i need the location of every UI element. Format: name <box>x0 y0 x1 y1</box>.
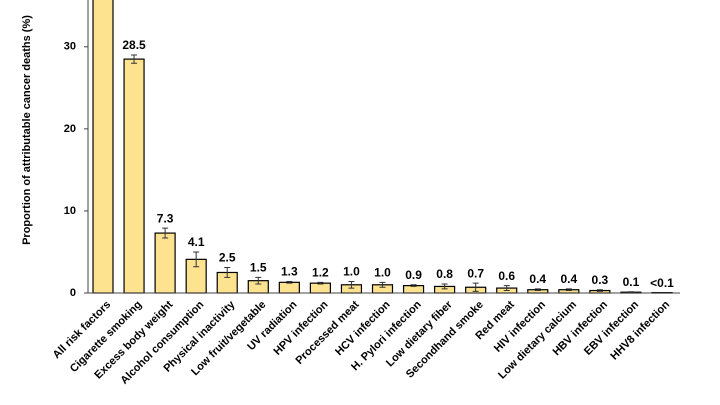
error-bar <box>224 267 231 278</box>
bar <box>154 232 176 294</box>
error-bar <box>410 284 417 287</box>
y-tick-label: 20 <box>64 123 76 135</box>
y-tick-label: 10 <box>64 205 76 217</box>
error-bar <box>379 281 386 288</box>
value-label: 1.0 <box>343 265 360 279</box>
value-label: 0.8 <box>436 267 453 281</box>
value-label: 1.2 <box>312 266 329 280</box>
value-label: 7.3 <box>157 211 174 225</box>
y-axis-label: Proportion of attributable cancer deaths… <box>21 15 33 245</box>
error-bar <box>565 288 572 292</box>
bar <box>123 58 145 294</box>
error-bar <box>317 281 324 285</box>
error-bar <box>503 285 510 292</box>
bar <box>92 0 114 294</box>
value-label: 0.9 <box>405 268 422 282</box>
error-bar <box>441 283 448 290</box>
error-bar <box>534 288 541 292</box>
x-tick-label: HHV8 infection <box>608 298 672 362</box>
error-bar <box>193 251 200 268</box>
error-bar <box>255 276 262 285</box>
error-bar <box>131 54 138 64</box>
y-tick-label: 30 <box>64 41 76 53</box>
x-tick-label: HCV infection <box>333 299 393 359</box>
y-tick-label: 0 <box>70 287 76 299</box>
value-label: 4.1 <box>188 235 205 249</box>
value-label: 0.4 <box>560 272 577 286</box>
value-label: 0.4 <box>529 272 546 286</box>
error-bar <box>596 289 603 292</box>
value-label: 1.0 <box>374 266 391 280</box>
error-bar <box>627 291 634 294</box>
x-tick-label: HPV infection <box>272 298 331 357</box>
error-bar <box>162 227 169 239</box>
value-label: 1.3 <box>281 265 298 279</box>
value-label: 0.6 <box>498 269 515 283</box>
bar <box>278 281 300 294</box>
value-label: 0.1 <box>623 275 640 289</box>
value-label: <0.1 <box>650 276 674 290</box>
value-label: 1.5 <box>250 261 267 275</box>
x-tick-label: HBV infection <box>551 299 611 359</box>
value-label: 28.5 <box>122 38 146 52</box>
value-label: 2.5 <box>219 251 236 265</box>
error-bar <box>286 281 293 284</box>
error-bar <box>472 282 479 292</box>
bar <box>309 282 331 294</box>
value-label: 0.3 <box>592 273 609 287</box>
error-bar <box>348 281 355 289</box>
x-tick-label: EBV infection <box>582 298 641 357</box>
value-label: 0.7 <box>467 266 484 280</box>
